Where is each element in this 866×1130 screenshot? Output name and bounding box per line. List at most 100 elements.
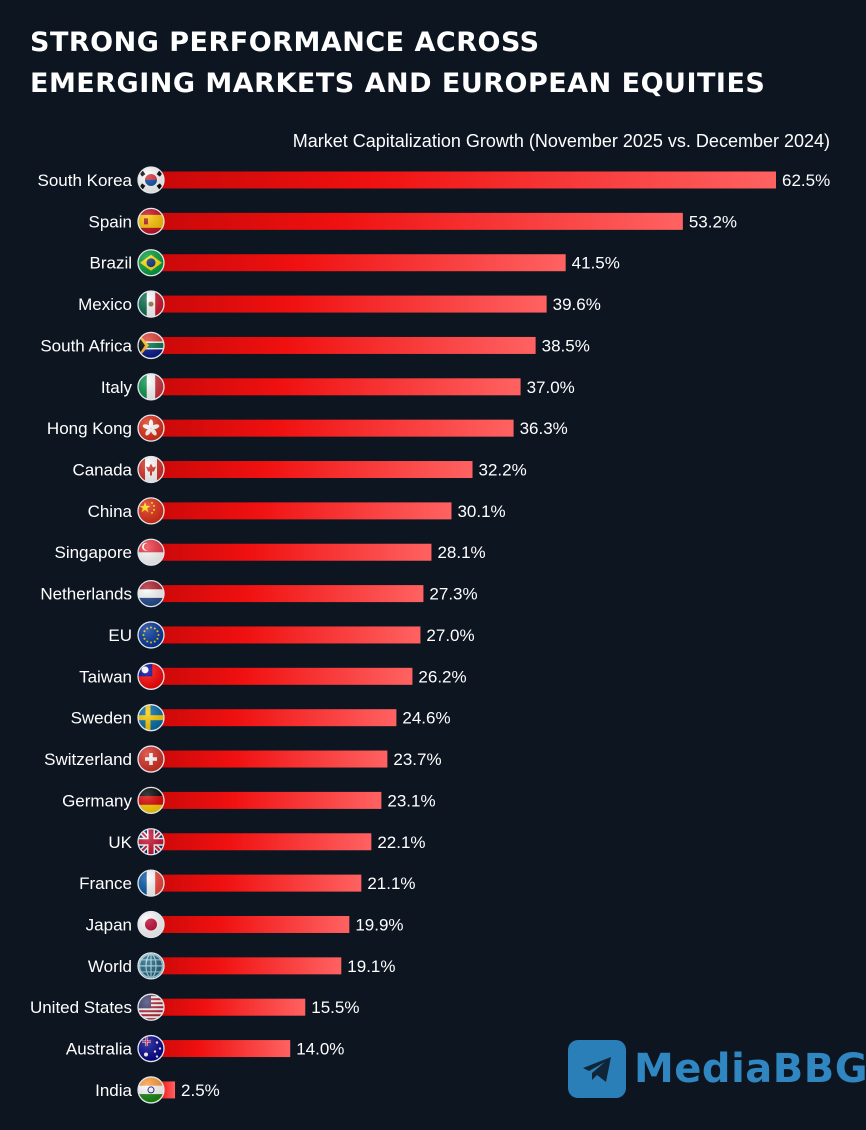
value-label: 22.1% xyxy=(377,833,425,852)
category-label: India xyxy=(95,1081,132,1100)
bar-row: Mexico 39.6% xyxy=(78,290,601,318)
bar xyxy=(150,543,432,561)
bar-row: China 30.1% xyxy=(88,497,506,525)
bar xyxy=(150,750,388,768)
value-label: 19.1% xyxy=(347,957,395,976)
category-label: Mexico xyxy=(78,295,132,314)
bar xyxy=(150,295,547,313)
category-label: South Africa xyxy=(40,336,132,355)
bar-row: Hong Kong 36.3% xyxy=(47,414,568,442)
category-label: Italy xyxy=(101,378,133,397)
category-label: China xyxy=(88,502,133,521)
value-label: 32.2% xyxy=(479,461,527,480)
category-label: Australia xyxy=(66,1040,133,1059)
bar-row: Netherlands 27.3% xyxy=(40,579,478,608)
bar-row: France 21.1% xyxy=(79,869,416,897)
mediabbg-watermark: MediaBBG xyxy=(568,1040,866,1098)
bar-row: South Korea 62.5% xyxy=(37,166,830,194)
hong-kong-flag-icon xyxy=(137,414,165,442)
eu-flag-icon xyxy=(137,621,165,649)
category-label: Brazil xyxy=(89,254,132,273)
category-label: Sweden xyxy=(71,709,132,728)
taiwan-flag-icon xyxy=(137,662,165,690)
bar-row: India 2.5% xyxy=(95,1076,220,1104)
bar-row: World 19.1% xyxy=(88,952,396,980)
south-africa-flag-icon xyxy=(137,331,165,360)
value-label: 27.3% xyxy=(429,585,477,604)
bar xyxy=(150,585,424,603)
australia-flag-icon xyxy=(137,1034,165,1063)
value-label: 36.3% xyxy=(520,419,568,438)
category-label: World xyxy=(88,957,132,976)
chart-title-line-1: STRONG PERFORMANCE ACROSS xyxy=(30,27,540,58)
mexico-flag-icon xyxy=(137,290,165,318)
category-label: Netherlands xyxy=(40,585,132,604)
chart-subtitle: Market Capitalization Growth (November 2… xyxy=(292,131,830,151)
chart-title-line-2: EMERGING MARKETS AND EUROPEAN EQUITIES xyxy=(30,68,766,99)
globe-icon xyxy=(137,952,165,980)
bar xyxy=(150,957,342,975)
category-label: Spain xyxy=(89,212,132,231)
bar xyxy=(150,1040,291,1058)
category-label: Singapore xyxy=(54,543,132,562)
france-flag-icon xyxy=(137,869,165,897)
spain-flag-icon xyxy=(137,207,165,236)
category-label: France xyxy=(79,874,132,893)
bar xyxy=(150,336,536,354)
bar xyxy=(150,212,683,230)
brazil-flag-icon xyxy=(137,249,165,277)
bar-row: Germany 23.1% xyxy=(62,786,436,815)
us-flag-icon xyxy=(137,993,165,1021)
bar xyxy=(150,998,306,1016)
bar-row: Switzerland 23.7% xyxy=(44,745,442,773)
bar-row: Sweden 24.6% xyxy=(71,704,451,732)
bar-row: EU 27.0% xyxy=(108,621,475,649)
value-label: 30.1% xyxy=(457,502,505,521)
value-label: 53.2% xyxy=(689,212,737,231)
telegram-icon xyxy=(568,1040,626,1098)
bar xyxy=(150,874,362,892)
value-label: 26.2% xyxy=(418,667,466,686)
bar-row: Australia 14.0% xyxy=(66,1034,344,1063)
bar xyxy=(150,419,514,437)
bar-row: South Africa 38.5% xyxy=(40,331,590,360)
bar xyxy=(150,915,350,933)
value-label: 14.0% xyxy=(296,1040,344,1059)
value-label: 38.5% xyxy=(542,336,590,355)
bar xyxy=(150,833,372,851)
bar xyxy=(150,254,566,272)
japan-flag-icon xyxy=(137,910,165,939)
category-label: EU xyxy=(108,626,132,645)
bar xyxy=(150,791,382,809)
bar-row: Brazil 41.5% xyxy=(89,249,620,277)
bar-row: Japan 19.9% xyxy=(86,910,404,939)
category-label: Japan xyxy=(86,915,132,934)
value-label: 2.5% xyxy=(181,1081,220,1100)
bar-row: Singapore 28.1% xyxy=(54,538,486,566)
switzerland-flag-icon xyxy=(137,745,165,773)
bar-row: Spain 53.2% xyxy=(89,207,737,236)
bar-row: Taiwan 26.2% xyxy=(79,662,467,690)
value-label: 62.5% xyxy=(782,171,830,190)
italy-flag-icon xyxy=(137,373,165,401)
bar-row: Canada 32.2% xyxy=(72,455,527,484)
category-label: United States xyxy=(30,998,132,1017)
value-label: 19.9% xyxy=(355,915,403,934)
bar xyxy=(150,502,452,520)
category-label: Switzerland xyxy=(44,750,132,769)
bar-row: Italy 37.0% xyxy=(101,373,575,401)
value-label: 23.1% xyxy=(387,791,435,810)
bar xyxy=(150,626,421,644)
category-label: Canada xyxy=(72,461,132,480)
value-label: 41.5% xyxy=(572,254,620,273)
india-flag-icon xyxy=(137,1076,165,1104)
value-label: 15.5% xyxy=(311,998,359,1017)
watermark-text: MediaBBG xyxy=(634,1046,866,1092)
south-korea-flag-icon xyxy=(137,166,165,194)
netherlands-flag-icon xyxy=(137,579,165,608)
category-label: South Korea xyxy=(37,171,132,190)
value-label: 24.6% xyxy=(402,709,450,728)
value-label: 27.0% xyxy=(426,626,474,645)
canada-flag-icon xyxy=(137,455,165,484)
